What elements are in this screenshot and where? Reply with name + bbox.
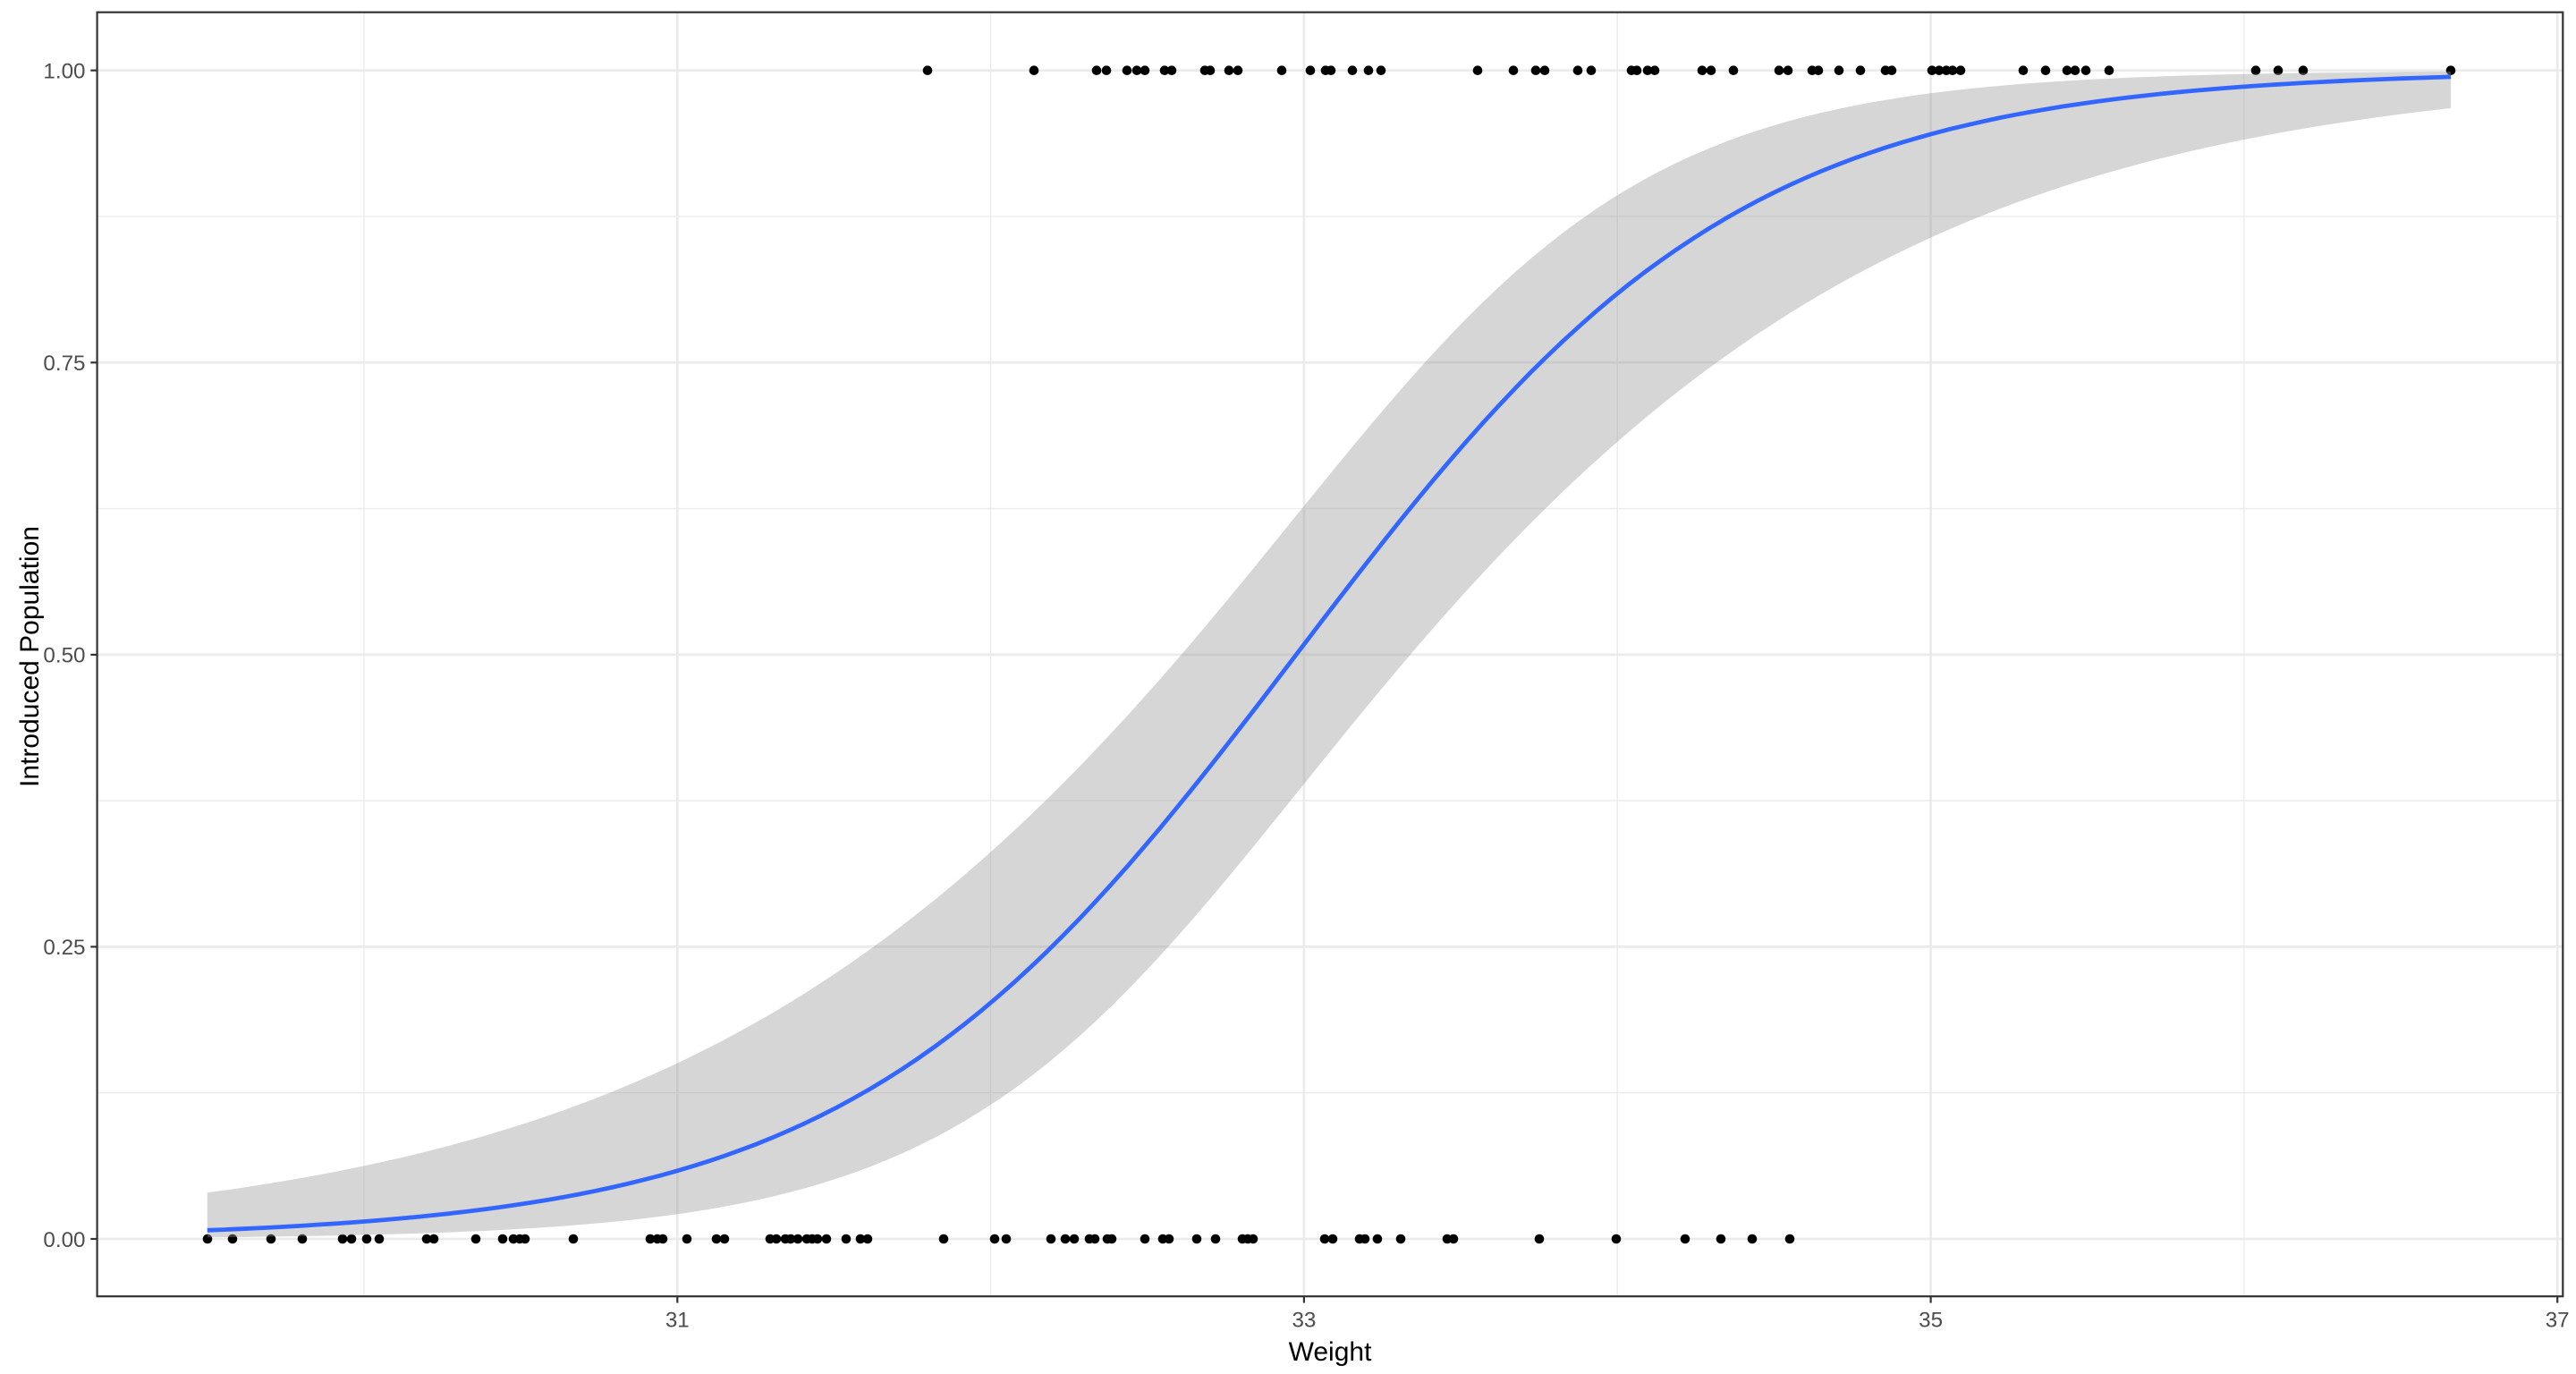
svg-text:0.75: 0.75 — [43, 352, 85, 376]
svg-text:0.50: 0.50 — [43, 644, 85, 668]
svg-text:Weight: Weight — [1289, 1337, 1372, 1367]
svg-text:37: 37 — [2546, 1309, 2570, 1333]
svg-text:Introduced Population: Introduced Population — [15, 526, 45, 787]
svg-text:35: 35 — [1919, 1309, 1943, 1333]
svg-text:1.00: 1.00 — [43, 60, 85, 84]
svg-text:31: 31 — [665, 1309, 690, 1333]
svg-text:33: 33 — [1292, 1309, 1316, 1333]
svg-text:0.25: 0.25 — [43, 936, 85, 960]
svg-text:0.00: 0.00 — [43, 1228, 85, 1252]
